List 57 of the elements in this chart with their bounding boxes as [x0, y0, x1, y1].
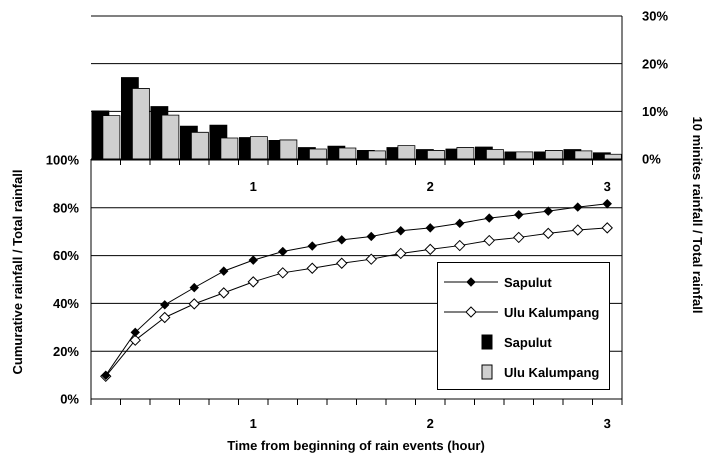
point [337, 235, 346, 244]
y2-tick-label: 30% [642, 8, 668, 24]
y2-axis-title: 10 minites rainfall / Total rainfall [690, 116, 705, 314]
point [544, 206, 553, 216]
legend-label: Sapulut [504, 274, 552, 290]
y-tick-label: 60% [52, 248, 80, 264]
point [188, 298, 200, 310]
point [190, 283, 199, 292]
legend-label: Ulu Kalumpang [504, 304, 600, 320]
y-tick-label: 80% [52, 200, 80, 216]
point [424, 244, 436, 255]
point [454, 240, 466, 252]
point [308, 242, 317, 251]
point [278, 247, 288, 256]
point [573, 202, 582, 212]
point [130, 334, 141, 346]
y-tick-label: 40% [52, 296, 80, 312]
point [159, 312, 170, 323]
point [218, 287, 230, 298]
legend-label: Sapulut [504, 334, 552, 350]
point [426, 223, 435, 232]
point [542, 228, 554, 239]
point [572, 224, 584, 236]
x-tick-label: 1 [250, 179, 257, 194]
point [484, 235, 495, 246]
point [455, 218, 464, 228]
point [336, 258, 348, 269]
y2-tick-label: 10% [642, 104, 668, 119]
point [130, 328, 140, 337]
point [219, 266, 228, 276]
y-tick-label: 20% [52, 344, 80, 359]
point [514, 210, 524, 220]
point [602, 222, 613, 234]
y-tick-label: 100% [46, 152, 80, 168]
x-tick-label: 3 [604, 179, 611, 194]
point [395, 248, 406, 259]
point [366, 254, 377, 265]
x-tick-label: 2 [426, 416, 434, 431]
x-axis-title: Time from beginning of rain events (hour) [227, 438, 485, 453]
y-axis-title: Cumurative rainfall / Total rainfall [10, 170, 25, 374]
x-tick-label: 3 [604, 416, 611, 431]
point [248, 256, 258, 265]
y2-tick-label: 20% [642, 56, 668, 72]
point [306, 262, 318, 274]
x-tick-label: 1 [250, 416, 257, 431]
legend-label: Ulu Kalumpang [504, 364, 600, 380]
point [248, 276, 259, 288]
point [277, 267, 288, 278]
point [160, 300, 170, 310]
y-tick-label: 0% [60, 392, 80, 407]
point [513, 232, 524, 243]
x-tick-label: 2 [426, 179, 434, 194]
point [484, 214, 494, 223]
point [602, 199, 612, 208]
y2-tick-label: 0% [642, 152, 662, 167]
point [396, 226, 406, 236]
point [366, 232, 376, 241]
